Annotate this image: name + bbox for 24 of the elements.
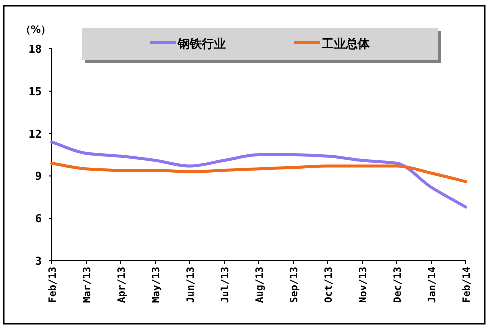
x-tick-label: Apr/13: [117, 267, 128, 304]
x-tick-label: Dec/13: [393, 267, 404, 304]
y-axis-title: （%）: [20, 25, 52, 36]
line-series: [50, 162, 468, 184]
y-tick-label: 6: [35, 212, 42, 226]
legend-label: 工业总体: [321, 37, 371, 51]
x-tick-label: Sep/13: [290, 267, 300, 304]
x-tick-label: May/13: [152, 267, 162, 304]
x-tick-label: Oct/13: [324, 267, 335, 304]
y-tick-label: 15: [28, 85, 42, 98]
y-tick-label: 18: [28, 43, 42, 56]
x-tick-label: Mar/13: [82, 267, 94, 304]
x-tick-label: Jul/13: [220, 267, 232, 304]
y-tick-label: 9: [35, 170, 42, 184]
line-series: [50, 140, 468, 209]
x-tick-label: Feb/14: [462, 267, 473, 304]
x-tick-label: Jan/14: [428, 267, 438, 304]
x-tick-label: Aug/13: [255, 267, 266, 304]
x-tick-label: Feb/13: [48, 267, 59, 304]
x-tick-label: Nov/13: [358, 267, 370, 304]
y-tick-label: 3: [35, 255, 42, 268]
legend-label: 钢铁行业: [177, 37, 226, 51]
x-tick-label: Jun/13: [186, 267, 197, 304]
y-tick-label: 12: [28, 128, 42, 141]
